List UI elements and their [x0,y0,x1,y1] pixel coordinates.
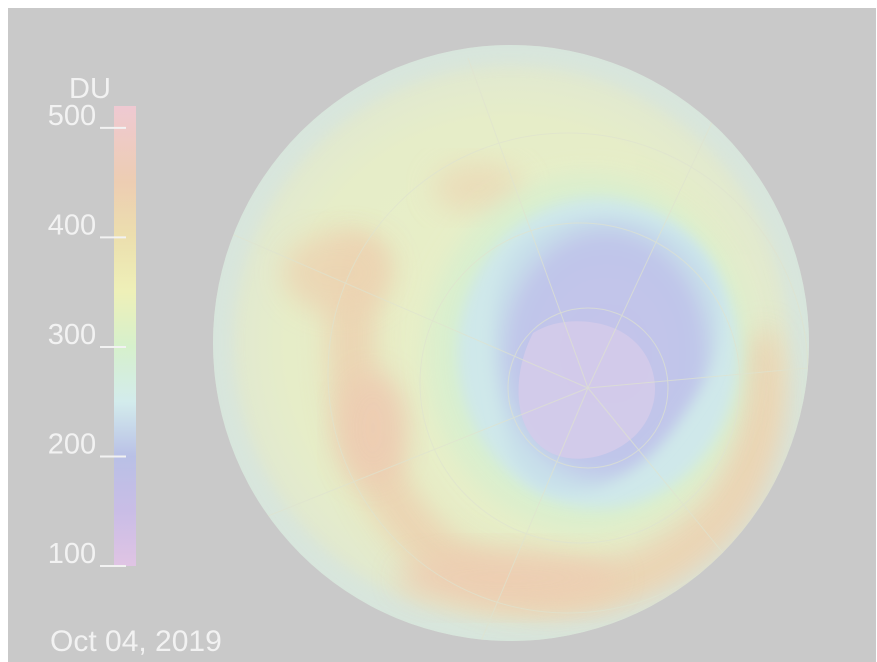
colorbar-tick-label: 200 [48,428,96,460]
colorbar-tick-label: 300 [48,319,96,351]
graticule [217,57,809,641]
ozone-map: DU 500 400 300 200 100 Oct 04, 2019 [48,45,809,658]
ozone-map-frame: DU 500 400 300 200 100 Oct 04, 2019 [8,8,876,662]
colorbar-gradient [114,106,136,566]
ozone-high-patch-2 [338,373,408,483]
colorbar-unit: DU [69,73,111,105]
ozone-high-patch-4 [433,163,523,213]
globe [213,45,809,641]
colorbar-ticks: 500 400 300 200 100 [48,100,126,570]
colorbar-tick-label: 500 [48,100,96,132]
ozone-high-patch-1 [283,233,393,313]
colorbar-tick-label: 400 [48,209,96,241]
date-label: Oct 04, 2019 [50,625,222,658]
colorbar: DU 500 400 300 200 100 [48,73,136,570]
colorbar-tick-label: 100 [48,538,96,570]
